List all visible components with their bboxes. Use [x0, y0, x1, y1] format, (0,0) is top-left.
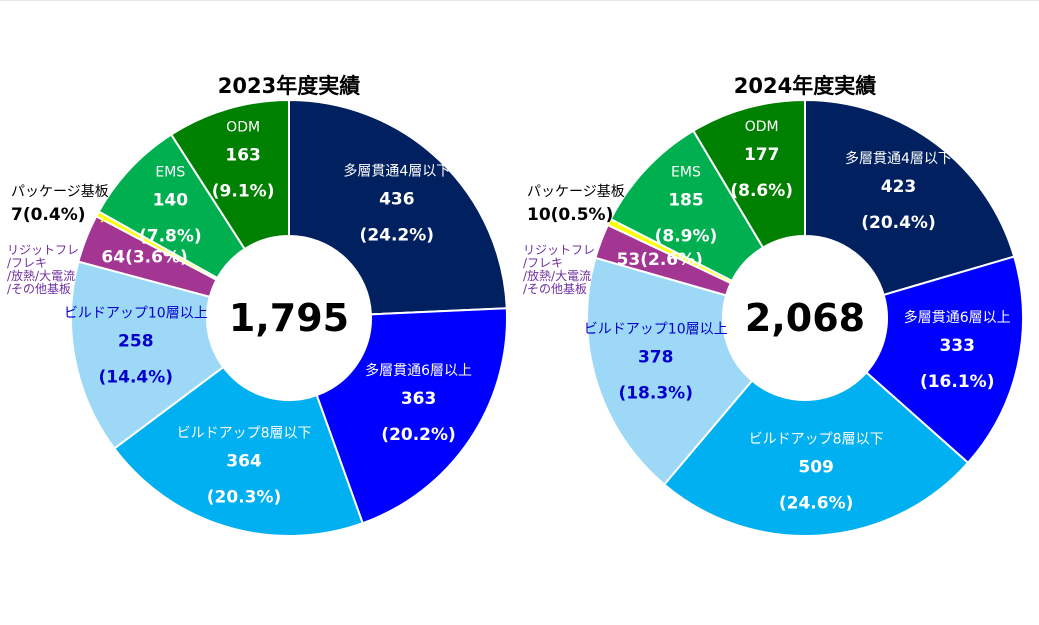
slice-value-3: 378 — [638, 347, 674, 367]
center-total: 1,795 — [229, 296, 349, 340]
rigid-value: 53(2.6%) — [617, 250, 703, 270]
slice-label-2: ビルドアップ8層以下 — [177, 425, 312, 441]
slice-value-2: 509 — [798, 458, 834, 478]
rigid-label-line-3: /その他基板 — [523, 282, 587, 296]
slice-value-0: 436 — [379, 189, 415, 209]
rigid-label-line-3: /その他基板 — [7, 282, 71, 296]
slice-label-3: ビルドアップ10層以上 — [584, 321, 728, 337]
rigid-label-line-0: リジットフレ — [523, 243, 595, 257]
slice-percent-3: (14.4%) — [99, 367, 174, 387]
slice-label-6: EMS — [671, 165, 701, 181]
slice-label-7: ODM — [745, 119, 779, 135]
slice-percent-7: (9.1%) — [212, 182, 275, 202]
rigid-label-line-2: /放熱/大電流 — [7, 268, 75, 283]
donut-slice-0 — [288, 98, 508, 316]
slice-value-1: 363 — [401, 389, 437, 409]
donut-slice-3 — [70, 260, 225, 450]
rigid-value: 64(3.6%) — [101, 248, 187, 268]
slice-label-0: 多層貫通4層以下 — [845, 150, 952, 167]
slice-percent-3: (18.3%) — [618, 383, 693, 403]
package-leader-line — [616, 221, 619, 227]
donut-slice-0 — [804, 98, 1016, 297]
rigid-label-line-1: /フレキ — [7, 256, 47, 270]
slice-value-6: 185 — [668, 191, 704, 211]
slice-percent-7: (8.6%) — [730, 181, 793, 201]
slice-label-0: 多層貫通4層以下 — [343, 162, 450, 179]
slice-value-7: 177 — [744, 145, 780, 165]
package-leader-line — [100, 218, 107, 223]
package-label: パッケージ基板 — [527, 183, 625, 200]
slice-value-0: 423 — [881, 177, 917, 197]
slice-label-3: ビルドアップ10層以上 — [64, 305, 208, 321]
package-value: 10(0.5%) — [527, 205, 613, 225]
donut-slice-2 — [112, 365, 364, 537]
slice-percent-0: (20.4%) — [861, 213, 936, 233]
slice-label-1: 多層貫通6層以上 — [365, 362, 472, 379]
slice-percent-6: (8.9%) — [655, 227, 718, 247]
slice-label-6: EMS — [155, 164, 185, 180]
slice-value-1: 333 — [939, 336, 975, 356]
slice-percent-1: (16.1%) — [920, 372, 995, 392]
donut-slice-3 — [586, 256, 754, 486]
center-total: 2,068 — [745, 296, 865, 340]
donut-slice-1 — [315, 307, 508, 525]
slice-label-2: ビルドアップ8層以下 — [749, 432, 884, 448]
slice-percent-6: (7.8%) — [139, 226, 202, 246]
slice-label-1: 多層貫通6層以上 — [904, 309, 1011, 326]
rigid-label-line-2: /放熱/大電流 — [523, 268, 591, 283]
slice-percent-0: (24.2%) — [360, 225, 435, 245]
slice-label-7: ODM — [226, 120, 260, 136]
package-label: パッケージ基板 — [11, 183, 109, 200]
slice-value-2: 364 — [226, 451, 262, 471]
top-divider — [0, 0, 1039, 1]
donut-slice-2 — [662, 371, 970, 537]
donut-slice-7 — [169, 98, 290, 251]
slice-value-3: 258 — [118, 331, 154, 351]
donut-slice-1 — [864, 255, 1024, 465]
rigid-label-line-0: リジットフレ — [7, 243, 79, 257]
chart-title: 2023年度実績 — [218, 74, 360, 98]
slice-value-6: 140 — [153, 190, 189, 210]
chart-title: 2024年度実績 — [734, 74, 876, 98]
slice-percent-2: (24.6%) — [779, 494, 854, 514]
package-value: 7(0.4%) — [11, 205, 86, 225]
slice-value-7: 163 — [225, 146, 261, 166]
slice-percent-2: (20.3%) — [207, 487, 282, 507]
rigid-label-line-1: /フレキ — [523, 256, 563, 270]
donut-slice-7 — [691, 98, 806, 249]
slice-percent-1: (20.2%) — [381, 425, 456, 445]
